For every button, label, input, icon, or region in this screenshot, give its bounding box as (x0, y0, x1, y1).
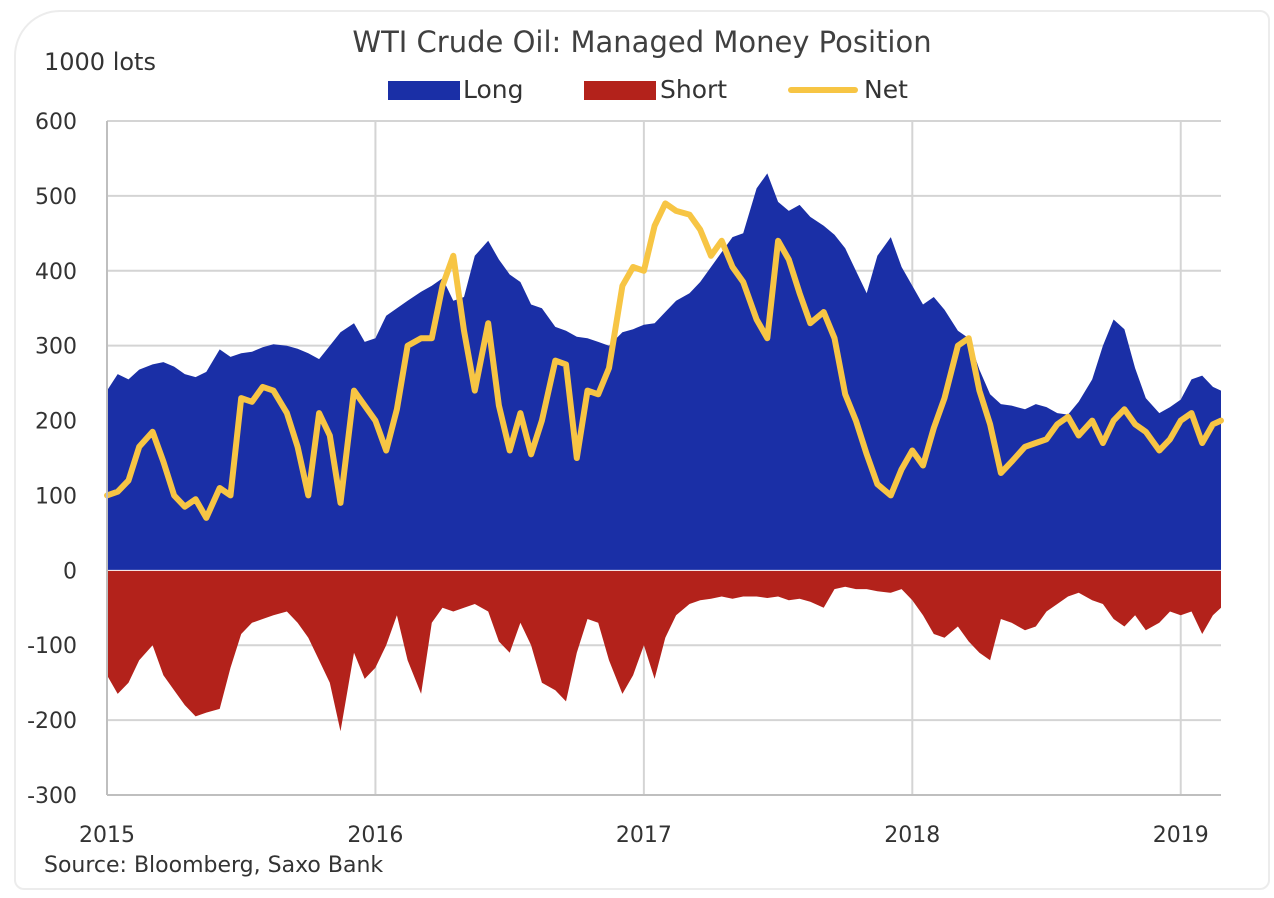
legend-swatch-short (584, 81, 656, 100)
x-tick-label-2018: 2018 (884, 823, 940, 848)
plot-frame (106, 121, 1221, 796)
series-area-long (107, 173, 1221, 571)
legend-swatch-long (388, 81, 460, 100)
plot-areas (107, 173, 1221, 732)
legend-label-short: Short (660, 75, 727, 104)
x-axis-ticks: 2015 2016 2017 2018 2019 (79, 823, 1209, 848)
series-area-short (107, 570, 1221, 732)
y-tick-label--300: -300 (27, 784, 77, 809)
y-tick-label-0: 0 (63, 559, 77, 584)
y-axis-ticks: -300 -200 -100 0 100 200 300 400 500 600 (27, 110, 77, 809)
y-axis-unit-label: 1000 lots (44, 48, 156, 76)
y-tick-label-400: 400 (35, 260, 77, 285)
series-line-net (104, 200, 1224, 521)
source-note: Source: Bloomberg, Saxo Bank (44, 853, 383, 878)
y-tick-label-300: 300 (35, 335, 77, 360)
y-tick-label-100: 100 (35, 484, 77, 509)
x-tick-label-2017: 2017 (616, 823, 672, 848)
y-tick-label-200: 200 (35, 410, 77, 435)
y-tick-label--100: -100 (27, 634, 77, 659)
y-tick-label-500: 500 (35, 185, 77, 210)
chart-title: WTI Crude Oil: Managed Money Position (352, 25, 931, 59)
legend: Long Short Net (388, 75, 908, 104)
legend-swatch-net (788, 87, 858, 93)
y-tick-label-600: 600 (35, 110, 77, 135)
legend-label-long: Long (463, 75, 524, 104)
y-tick-label--200: -200 (27, 709, 77, 734)
x-tick-label-2015: 2015 (79, 823, 135, 848)
legend-label-net: Net (864, 75, 908, 104)
x-tick-label-2016: 2016 (347, 823, 403, 848)
plot-lines (104, 200, 1224, 521)
x-tick-label-2019: 2019 (1153, 823, 1209, 848)
